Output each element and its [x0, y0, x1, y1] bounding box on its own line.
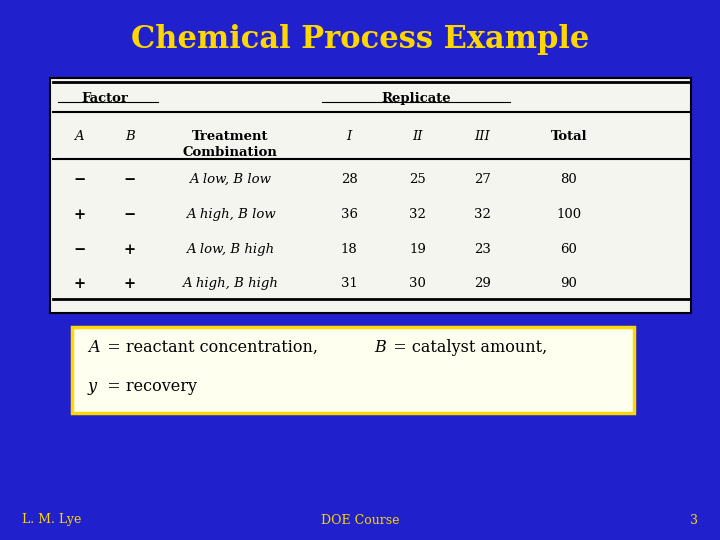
Text: 90: 90: [560, 277, 577, 290]
Text: 30: 30: [409, 277, 426, 290]
Text: I: I: [346, 130, 352, 143]
Text: B: B: [374, 339, 386, 355]
Text: Replicate: Replicate: [381, 92, 451, 105]
Text: A low, B high: A low, B high: [186, 243, 274, 256]
Text: A high, B low: A high, B low: [186, 208, 275, 221]
Text: A high, B high: A high, B high: [182, 277, 279, 290]
Text: 32: 32: [409, 208, 426, 221]
Text: +: +: [73, 277, 85, 291]
Text: +: +: [124, 243, 135, 257]
Text: 100: 100: [557, 208, 581, 221]
Text: DOE Course: DOE Course: [320, 514, 400, 526]
Text: 18: 18: [341, 243, 358, 256]
Text: 32: 32: [474, 208, 491, 221]
Text: −: −: [123, 173, 136, 187]
Text: +: +: [124, 277, 135, 291]
Text: 19: 19: [409, 243, 426, 256]
Text: A: A: [88, 339, 99, 355]
Text: 28: 28: [341, 173, 358, 186]
Text: 23: 23: [474, 243, 491, 256]
Text: A: A: [74, 130, 84, 143]
Text: III: III: [474, 130, 490, 143]
Text: A low, B low: A low, B low: [189, 173, 271, 186]
Text: Treatment
Combination: Treatment Combination: [183, 130, 278, 159]
Text: +: +: [73, 208, 85, 222]
Text: 27: 27: [474, 173, 491, 186]
Text: 36: 36: [341, 208, 358, 221]
FancyBboxPatch shape: [72, 327, 634, 413]
Text: = recovery: = recovery: [104, 378, 197, 395]
Text: 3: 3: [690, 514, 698, 526]
Text: = reactant concentration,: = reactant concentration,: [104, 339, 321, 355]
Text: = catalyst amount,: = catalyst amount,: [390, 339, 547, 355]
Text: L. M. Lye: L. M. Lye: [22, 514, 81, 526]
Text: 80: 80: [560, 173, 577, 186]
Text: y: y: [88, 378, 96, 395]
Text: −: −: [123, 208, 136, 222]
Text: 25: 25: [409, 173, 426, 186]
Text: B: B: [125, 130, 135, 143]
Text: Total: Total: [551, 130, 587, 143]
Text: Factor: Factor: [81, 92, 128, 105]
Text: −: −: [73, 243, 86, 257]
Text: 60: 60: [560, 243, 577, 256]
FancyBboxPatch shape: [50, 78, 691, 313]
Text: II: II: [413, 130, 423, 143]
Text: Chemical Process Example: Chemical Process Example: [131, 24, 589, 55]
Text: 31: 31: [341, 277, 358, 290]
Text: −: −: [73, 173, 86, 187]
Text: 29: 29: [474, 277, 491, 290]
